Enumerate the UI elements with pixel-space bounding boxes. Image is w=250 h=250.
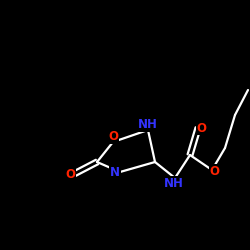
Text: NH: NH [164, 177, 184, 190]
Text: O: O [197, 122, 207, 134]
Text: O: O [108, 130, 118, 143]
Text: NH: NH [138, 118, 158, 131]
Text: N: N [110, 166, 120, 178]
Text: O: O [210, 165, 220, 178]
Text: O: O [66, 168, 76, 181]
